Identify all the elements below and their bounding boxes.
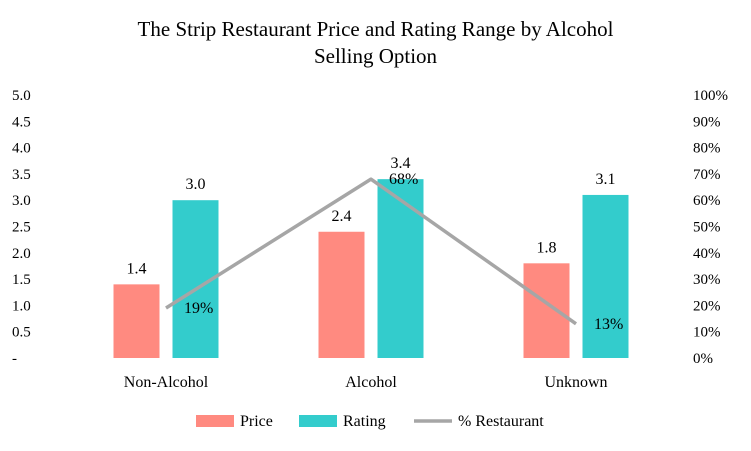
y-left-tick-label: 3.5 bbox=[12, 167, 31, 183]
rating-data-label: 3.1 bbox=[596, 171, 616, 188]
restaurant-pct-data-label: 68% bbox=[389, 171, 418, 188]
y-left-tick-label: - bbox=[12, 351, 17, 367]
y-right-tick-label: 40% bbox=[693, 246, 721, 262]
rating-data-label: 3.4 bbox=[391, 155, 411, 172]
chart-title-line-1: The Strip Restaurant Price and Rating Ra… bbox=[137, 17, 614, 41]
restaurant-pct-line bbox=[165, 177, 578, 326]
y-right-tick-label: 30% bbox=[693, 272, 721, 288]
chart-title: The Strip Restaurant Price and Rating Ra… bbox=[0, 16, 751, 70]
y-right-tick-label: 60% bbox=[693, 193, 721, 209]
price-bar bbox=[523, 263, 570, 358]
y-left-tick-label: 2.5 bbox=[12, 220, 31, 236]
y-right-tick-label: 10% bbox=[693, 325, 721, 341]
y-right-tick-label: 100% bbox=[693, 88, 728, 104]
x-tick-label: Unknown bbox=[544, 374, 607, 391]
x-tick-label: Alcohol bbox=[345, 374, 397, 391]
y-right-tick-label: 20% bbox=[693, 298, 721, 314]
price-data-label: 1.8 bbox=[537, 239, 557, 256]
y-right-tick-label: 80% bbox=[693, 141, 721, 157]
legend-price-label: Price bbox=[240, 413, 273, 430]
price-data-label: 2.4 bbox=[332, 208, 352, 225]
y-right-tick-label: 0% bbox=[693, 351, 713, 367]
y-right-tick-label: 70% bbox=[693, 167, 721, 183]
y-left-tick-label: 0.5 bbox=[12, 325, 31, 341]
rating-bar bbox=[582, 194, 629, 358]
y-right-tick-label: 50% bbox=[693, 220, 721, 236]
y-left-tick-label: 1.0 bbox=[12, 298, 31, 314]
chart-title-line-2: Selling Option bbox=[313, 44, 438, 68]
legend-price-swatch bbox=[196, 415, 234, 427]
y-right-tick-label: 90% bbox=[693, 114, 721, 130]
restaurant-pct-data-label: 19% bbox=[184, 300, 213, 317]
y-left-tick-label: 4.5 bbox=[12, 114, 31, 130]
y-left-tick-label: 5.0 bbox=[12, 88, 31, 104]
restaurant-pct-data-label: 13% bbox=[594, 316, 623, 333]
legend-rating-label: Rating bbox=[343, 413, 386, 430]
price-bar bbox=[113, 284, 160, 358]
y-left-tick-label: 4.0 bbox=[12, 141, 31, 157]
legend-rating-swatch bbox=[299, 415, 337, 427]
price-bar bbox=[318, 231, 365, 358]
x-tick-label: Non-Alcohol bbox=[124, 374, 209, 391]
y-left-tick-label: 3.0 bbox=[12, 193, 31, 209]
rating-data-label: 3.0 bbox=[186, 176, 206, 193]
y-left-tick-label: 2.0 bbox=[12, 246, 31, 262]
legend-restaurant-pct-label: % Restaurant bbox=[458, 413, 544, 430]
rating-bar bbox=[377, 179, 424, 358]
price-data-label: 1.4 bbox=[127, 260, 147, 277]
y-left-tick-label: 1.5 bbox=[12, 272, 31, 288]
